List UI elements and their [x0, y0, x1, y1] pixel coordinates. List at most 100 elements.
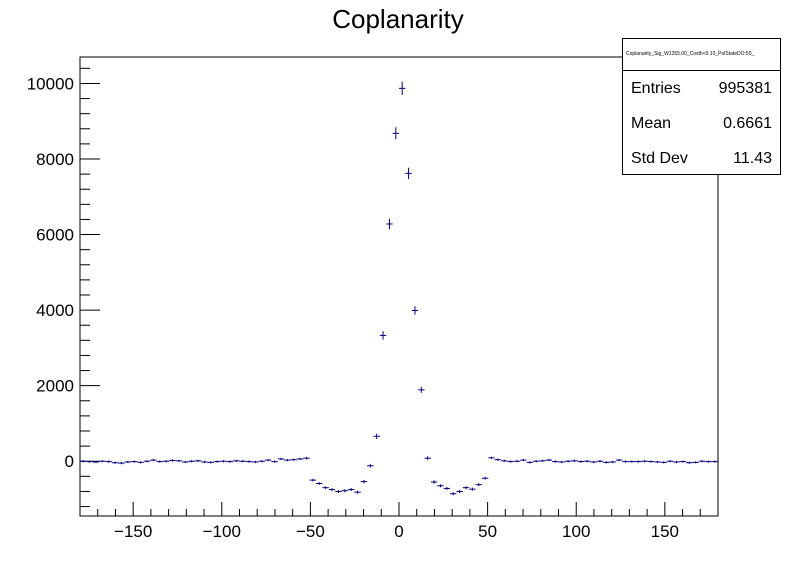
data-point — [309, 478, 317, 482]
data-point — [105, 460, 112, 463]
data-point — [532, 460, 540, 463]
data-point — [711, 460, 718, 463]
data-point — [590, 460, 597, 464]
stats-title: Coplanarity_Sig_W1355.00_Costh<0.10_PolS… — [623, 39, 780, 71]
stats-row-stddev: Std Dev 11.43 — [623, 141, 780, 176]
data-point — [545, 458, 553, 462]
data-point — [354, 490, 361, 494]
data-point — [577, 460, 585, 463]
data-point — [328, 488, 336, 492]
data-point — [526, 461, 533, 464]
stats-row-entries: Entries 995381 — [623, 71, 780, 106]
data-point — [271, 460, 278, 463]
data-point — [628, 460, 636, 463]
data-point — [488, 456, 495, 459]
stats-value: 11.43 — [733, 150, 772, 167]
data-point — [322, 486, 329, 490]
x-tick-label: −150 — [114, 522, 152, 541]
data-point — [507, 460, 514, 463]
axes: −150 −100 −50 0 50 100 150 0 2000 4000 6000 8000 100… — [27, 67, 701, 541]
data-point — [635, 460, 642, 463]
data-point — [673, 460, 680, 464]
data-point — [520, 458, 527, 462]
data-point — [622, 460, 629, 463]
data-point — [131, 460, 138, 463]
y-tick-label: 6000 — [36, 226, 74, 245]
data-point — [539, 459, 546, 462]
data-point — [150, 458, 157, 462]
data-point — [456, 489, 463, 493]
data-point — [277, 457, 285, 461]
x-tick-label: 50 — [478, 522, 497, 541]
stats-value: 0.6661 — [723, 115, 772, 132]
data-point — [373, 433, 380, 439]
data-point — [698, 460, 706, 463]
data-point — [494, 458, 502, 461]
data-point — [481, 476, 489, 480]
data-point — [584, 460, 591, 463]
data-point — [411, 306, 419, 315]
data-point — [169, 459, 176, 462]
y-tick-label: 8000 — [36, 150, 74, 169]
data-point — [654, 460, 661, 464]
stats-label: Entries — [631, 80, 681, 97]
data-point — [596, 460, 604, 463]
data-point — [367, 463, 374, 468]
data-point — [469, 487, 476, 491]
data-point — [156, 460, 163, 463]
data-point — [692, 461, 699, 464]
data-point — [258, 460, 266, 463]
data-point — [316, 482, 323, 485]
data-point — [194, 459, 202, 462]
stats-label: Std Dev — [631, 150, 688, 167]
data-point — [660, 461, 667, 464]
data-point — [513, 460, 521, 463]
data-point — [418, 386, 425, 393]
data-point — [462, 486, 470, 490]
data-point — [552, 460, 559, 463]
data-point — [80, 460, 87, 463]
data-point — [226, 460, 234, 463]
data-point — [239, 460, 246, 463]
data-point — [347, 488, 355, 492]
data-point — [182, 460, 189, 464]
data-point — [265, 458, 272, 462]
data-point — [679, 460, 687, 463]
data-point — [475, 483, 482, 487]
data-point — [399, 81, 406, 95]
data-point — [609, 460, 616, 464]
data-point — [335, 489, 342, 493]
x-tick-label: −50 — [296, 522, 325, 541]
data-point — [86, 460, 93, 463]
data-point — [501, 459, 508, 462]
data-point — [296, 457, 304, 461]
data-point — [137, 461, 144, 464]
data-point — [233, 459, 240, 462]
data-point — [386, 218, 393, 230]
data-point — [124, 460, 132, 464]
data-point — [284, 458, 291, 462]
data-point — [443, 486, 451, 490]
data-point — [571, 459, 578, 462]
stats-label: Mean — [631, 115, 672, 132]
data-point — [430, 480, 438, 484]
data-point — [564, 460, 572, 463]
data-point — [213, 460, 221, 463]
data-point — [92, 460, 100, 464]
data-point — [111, 461, 119, 464]
data-point — [303, 457, 310, 460]
y-tick-label: 0 — [65, 452, 74, 471]
stats-row-mean: Mean 0.6661 — [623, 106, 780, 141]
data-point — [686, 461, 693, 464]
data-point — [450, 492, 457, 496]
chart-title: Coplanarity — [332, 4, 464, 34]
data-point — [245, 460, 253, 463]
data-point — [647, 460, 655, 463]
data-point — [437, 484, 444, 488]
x-tick-label: 100 — [562, 522, 590, 541]
data-point — [162, 460, 170, 463]
data-point — [143, 460, 151, 463]
x-tick-label: 0 — [394, 522, 403, 541]
y-tick-label: 10000 — [27, 74, 74, 93]
